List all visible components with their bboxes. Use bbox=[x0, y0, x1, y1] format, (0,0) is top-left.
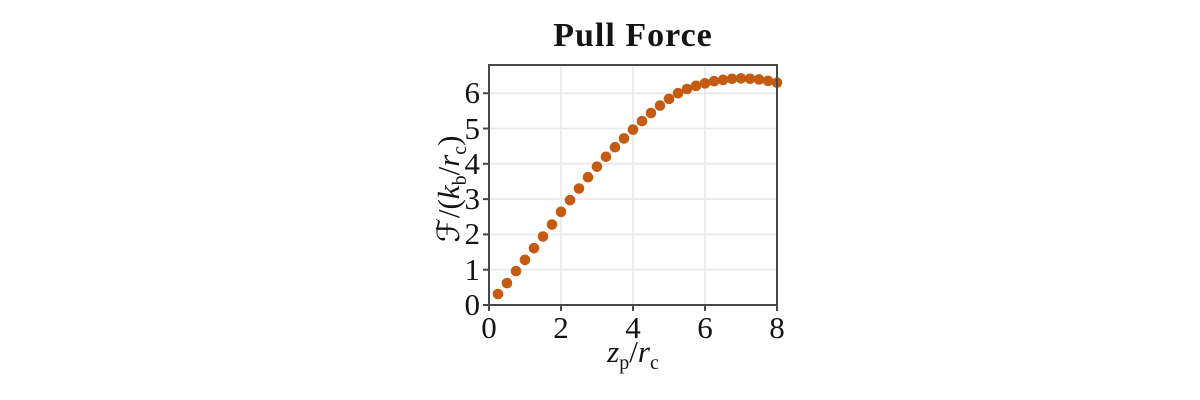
data-point bbox=[744, 73, 756, 85]
data-point bbox=[555, 206, 567, 218]
data-point bbox=[717, 74, 729, 86]
xlabel-r-var: r bbox=[637, 334, 650, 369]
data-point bbox=[501, 277, 513, 289]
data-point bbox=[600, 151, 612, 163]
y-tick-label: 4 bbox=[464, 145, 481, 181]
data-point bbox=[618, 133, 630, 144]
data-point bbox=[726, 73, 738, 85]
data-point bbox=[735, 73, 747, 84]
data-point bbox=[654, 100, 666, 111]
data-point bbox=[537, 231, 549, 242]
chart-title: Pull Force bbox=[553, 17, 713, 54]
y-tick-label: 5 bbox=[464, 110, 481, 146]
data-point bbox=[636, 115, 648, 127]
data-point bbox=[672, 87, 684, 99]
data-point bbox=[582, 171, 594, 183]
data-point bbox=[708, 75, 720, 87]
x-tick-label: 8 bbox=[769, 310, 785, 345]
x-tick-label: 4 bbox=[625, 310, 641, 345]
xlabel-r-subscript: c bbox=[649, 352, 659, 374]
data-point bbox=[546, 219, 558, 230]
y-tick-label: 0 bbox=[464, 287, 481, 322]
x-axis-label: zp/rc bbox=[489, 334, 777, 373]
data-point bbox=[627, 124, 639, 135]
data-point bbox=[564, 194, 576, 206]
data-point bbox=[573, 183, 585, 194]
xlabel-z-var: z bbox=[607, 334, 620, 369]
scatter-series bbox=[492, 73, 783, 300]
data-point bbox=[645, 107, 657, 119]
data-point bbox=[492, 288, 504, 300]
data-point bbox=[699, 78, 711, 89]
data-point bbox=[681, 83, 693, 95]
data-point bbox=[663, 93, 675, 105]
data-point bbox=[690, 80, 702, 92]
data-point bbox=[510, 265, 522, 277]
data-point bbox=[609, 141, 621, 153]
xlabel-slash: / bbox=[629, 334, 638, 369]
y-tick-label: 1 bbox=[464, 251, 481, 287]
data-point bbox=[762, 75, 774, 87]
y-tick-label: 6 bbox=[464, 75, 481, 111]
data-point bbox=[528, 242, 540, 254]
x-tick-label: 2 bbox=[553, 310, 569, 345]
x-tick-label: 6 bbox=[697, 310, 713, 345]
data-point bbox=[591, 161, 603, 172]
data-point bbox=[753, 74, 765, 85]
plot-spines bbox=[488, 64, 778, 306]
data-point bbox=[519, 254, 531, 266]
x-tick-label: 0 bbox=[481, 310, 497, 345]
y-tick-label: 3 bbox=[464, 181, 481, 217]
xlabel-z-subscript: p bbox=[619, 352, 630, 374]
y-tick-label: 2 bbox=[464, 216, 481, 252]
